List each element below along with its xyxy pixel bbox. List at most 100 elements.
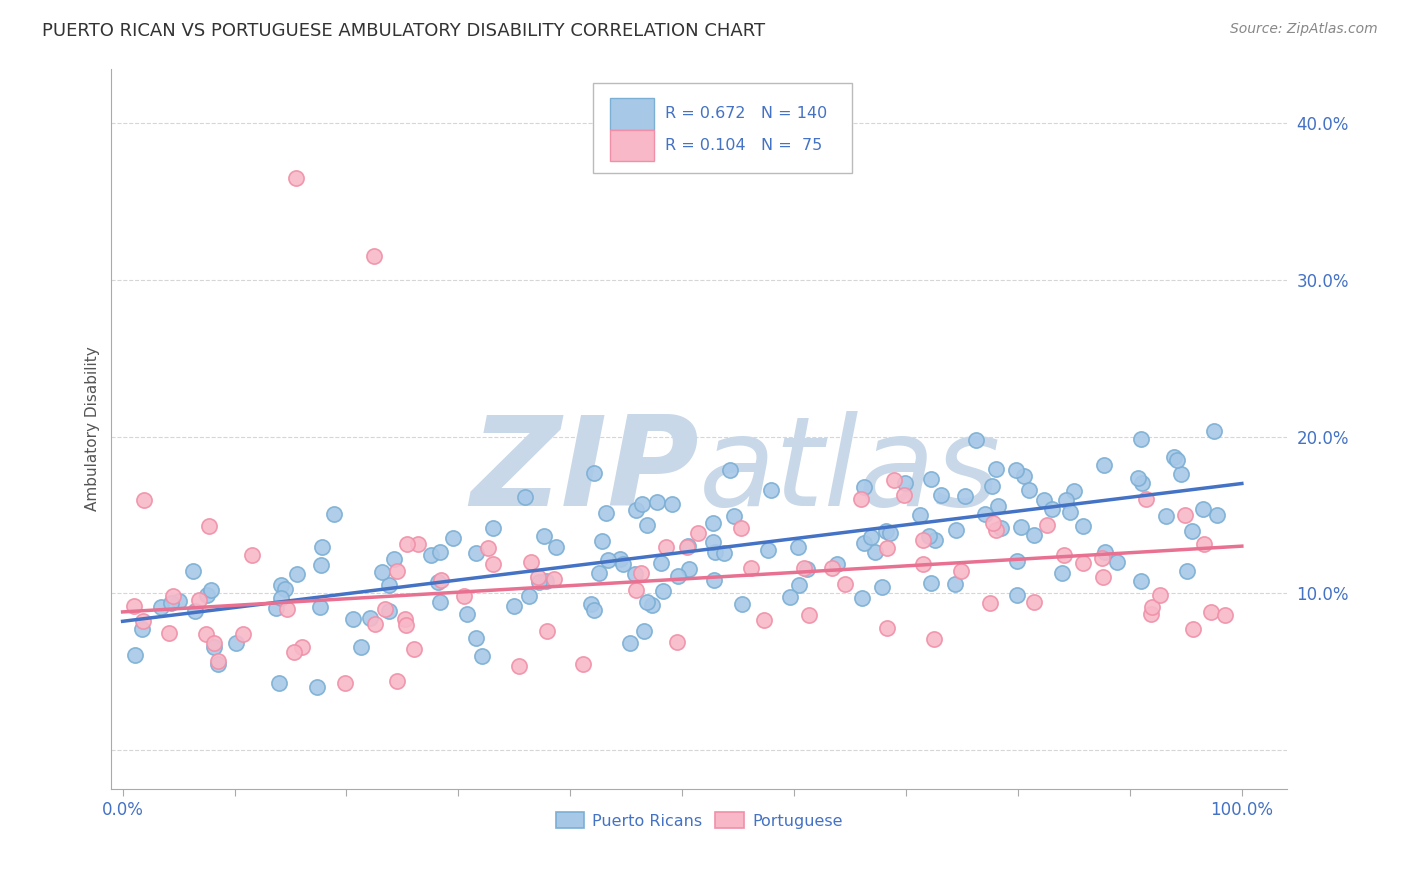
Point bbox=[917, 529, 939, 543]
Point bbox=[1024, 528, 1046, 542]
Point bbox=[911, 557, 934, 571]
Point bbox=[200, 582, 222, 597]
Point bbox=[240, 549, 263, 563]
Point bbox=[394, 612, 416, 626]
Point bbox=[875, 524, 897, 538]
Point bbox=[1192, 502, 1215, 516]
Point bbox=[270, 591, 292, 605]
Point bbox=[195, 588, 218, 602]
Point bbox=[1204, 424, 1226, 438]
Point bbox=[429, 573, 451, 587]
Point bbox=[283, 645, 305, 659]
Legend: Puerto Ricans, Portuguese: Puerto Ricans, Portuguese bbox=[550, 805, 849, 835]
Point bbox=[1052, 566, 1074, 580]
Point bbox=[740, 561, 762, 575]
Point bbox=[285, 171, 308, 186]
Point bbox=[666, 568, 689, 582]
Point bbox=[1201, 605, 1223, 619]
Point bbox=[630, 566, 652, 581]
Point bbox=[974, 508, 997, 522]
Point bbox=[225, 636, 247, 650]
Point bbox=[920, 472, 942, 486]
Point bbox=[1130, 574, 1153, 589]
Point bbox=[1063, 483, 1085, 498]
Point bbox=[1053, 548, 1076, 562]
Point bbox=[396, 537, 419, 551]
Point bbox=[870, 580, 893, 594]
Point bbox=[920, 576, 942, 591]
Point bbox=[385, 564, 408, 578]
Point bbox=[1036, 518, 1059, 533]
Point bbox=[1140, 600, 1163, 615]
Text: ZIP: ZIP bbox=[470, 411, 699, 533]
Point bbox=[1213, 608, 1236, 623]
Point bbox=[981, 479, 1004, 493]
Point bbox=[987, 499, 1010, 513]
Point bbox=[713, 546, 735, 560]
Point bbox=[406, 537, 429, 551]
Point bbox=[1163, 450, 1185, 465]
Point bbox=[311, 540, 333, 554]
Point bbox=[582, 466, 605, 480]
Point bbox=[1130, 433, 1153, 447]
Point bbox=[654, 541, 676, 555]
Point bbox=[477, 541, 499, 555]
Point bbox=[645, 495, 668, 509]
Point bbox=[395, 618, 418, 632]
Point bbox=[661, 497, 683, 511]
Point bbox=[723, 509, 745, 524]
Point bbox=[796, 562, 818, 576]
Point bbox=[378, 577, 401, 591]
Point bbox=[1181, 524, 1204, 538]
Point bbox=[482, 558, 505, 572]
Point bbox=[374, 602, 396, 616]
Point bbox=[619, 635, 641, 649]
Point bbox=[429, 544, 451, 558]
Point bbox=[666, 635, 689, 649]
Point bbox=[1170, 467, 1192, 482]
Point bbox=[863, 545, 886, 559]
Point bbox=[187, 593, 209, 607]
Point bbox=[929, 488, 952, 502]
Point bbox=[543, 572, 565, 586]
Point bbox=[1135, 491, 1157, 506]
Point bbox=[609, 552, 631, 566]
Point bbox=[335, 676, 357, 690]
Point bbox=[624, 503, 647, 517]
Point bbox=[675, 540, 697, 554]
Point bbox=[1139, 607, 1161, 621]
Point bbox=[533, 529, 555, 543]
Point bbox=[636, 517, 658, 532]
Point bbox=[676, 539, 699, 553]
Point bbox=[623, 567, 645, 582]
Point bbox=[134, 493, 156, 508]
Point bbox=[267, 676, 290, 690]
Point bbox=[596, 553, 619, 567]
FancyBboxPatch shape bbox=[610, 129, 654, 161]
Point bbox=[1181, 622, 1204, 636]
Point bbox=[420, 549, 443, 563]
Point bbox=[650, 556, 672, 570]
Point bbox=[1175, 564, 1198, 578]
Point bbox=[342, 612, 364, 626]
Point bbox=[513, 490, 536, 504]
Point bbox=[322, 507, 344, 521]
Point bbox=[787, 578, 810, 592]
Point bbox=[984, 523, 1007, 537]
Point bbox=[730, 597, 752, 611]
Point bbox=[307, 681, 329, 695]
Point bbox=[730, 521, 752, 535]
Point bbox=[160, 596, 183, 610]
Point bbox=[1105, 555, 1128, 569]
Point bbox=[350, 640, 373, 654]
Point bbox=[720, 463, 742, 477]
Point bbox=[1073, 556, 1095, 570]
Point bbox=[595, 506, 617, 520]
Point bbox=[703, 545, 725, 559]
Point bbox=[1014, 469, 1036, 483]
Point bbox=[853, 480, 876, 494]
Point bbox=[453, 589, 475, 603]
Point bbox=[527, 570, 550, 584]
Point bbox=[851, 591, 873, 606]
Point bbox=[702, 516, 724, 530]
